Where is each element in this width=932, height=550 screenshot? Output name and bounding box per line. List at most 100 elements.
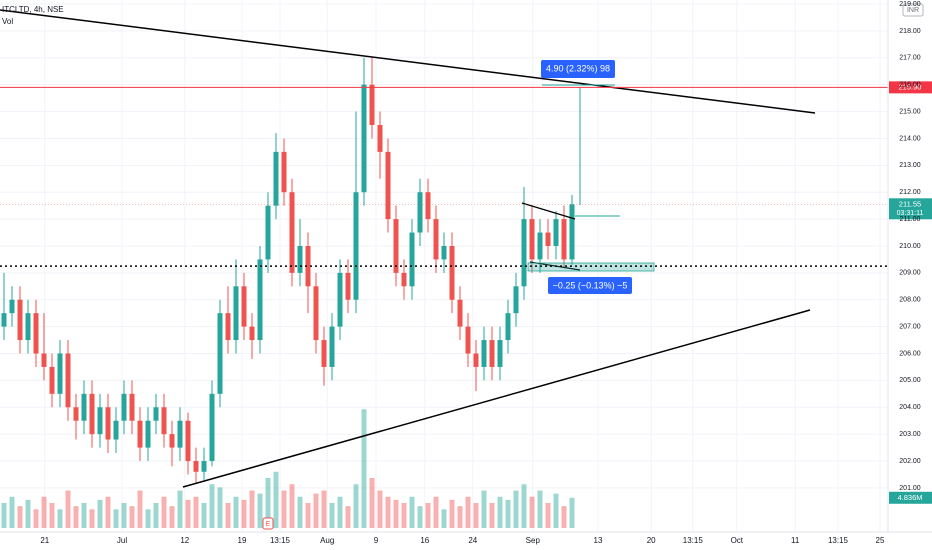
- volume-bar: [33, 509, 39, 528]
- y-tick-label: 208.00: [899, 297, 921, 304]
- y-tick-label: 219.00: [899, 1, 921, 8]
- candle-body: [57, 353, 63, 394]
- x-tick-label: 19: [238, 536, 247, 545]
- candle-body: [257, 259, 263, 341]
- candle-body: [33, 313, 39, 354]
- candle-body: [489, 340, 495, 367]
- last-price-label: 211.55: [899, 199, 921, 208]
- volume-bar: [537, 490, 543, 528]
- volume-bar: [345, 506, 351, 528]
- overlay: 215.90 211.55 03:31:11 4.836M: [0, 81, 932, 504]
- x-tick-label: 13:15: [683, 536, 704, 545]
- candle-body: [393, 219, 399, 273]
- volume-bar: [113, 509, 119, 528]
- volume-bar: [169, 506, 175, 528]
- chart-title: ITCLTD, 4h, NSE: [2, 5, 64, 14]
- candle-body: [17, 299, 23, 341]
- candle-body: [345, 272, 351, 300]
- event-box[interactable]: [262, 517, 274, 530]
- volume-bar: [377, 490, 383, 528]
- volume-bar: [97, 499, 103, 528]
- candle-body: [569, 204, 575, 260]
- volume-bar: [193, 496, 199, 528]
- x-tick-label: 11: [791, 536, 800, 545]
- volume-bar: [65, 490, 71, 528]
- volume-bar: [17, 506, 23, 528]
- candle-body: [105, 407, 111, 440]
- volume-bar: [545, 503, 551, 528]
- volume-bar: [233, 496, 239, 528]
- candle-body: [225, 313, 231, 341]
- volume-bar: [329, 503, 335, 528]
- candle-body: [385, 151, 391, 220]
- y-tick-label: 212.00: [899, 189, 921, 196]
- volume-bar: [73, 506, 79, 528]
- y-tick-label: 207.00: [899, 323, 921, 330]
- candle-body: [337, 272, 343, 327]
- candle-body: [25, 313, 31, 341]
- x-tick-label: 12: [180, 536, 189, 545]
- y-tick-label: 218.00: [899, 28, 921, 35]
- volume-bar: [161, 496, 167, 528]
- y-tick-label: 210.00: [899, 243, 921, 250]
- candle-body: [113, 420, 119, 440]
- trendline: [182, 309, 811, 488]
- volume-bar: [137, 490, 143, 528]
- y-tick-label: 214.00: [899, 135, 921, 142]
- candle-body: [313, 286, 319, 341]
- y-tick-label: 202.00: [899, 458, 921, 465]
- volume-bar: [449, 499, 455, 528]
- volume: [1, 409, 575, 528]
- volume-bar: [153, 503, 159, 528]
- measure-box: [527, 262, 655, 272]
- candle-body: [481, 340, 487, 367]
- candle-body: [65, 353, 71, 408]
- x-tick-label: Oct: [731, 536, 744, 545]
- volume-bar: [121, 503, 127, 528]
- annotation-box: [541, 60, 615, 78]
- candle-body: [321, 340, 327, 367]
- annotation: 4.90 (2.32%) 98: [546, 63, 610, 73]
- candle-body: [281, 151, 287, 193]
- volume-bar: [425, 503, 431, 528]
- volume-bar: [201, 503, 207, 528]
- volume-bar: [497, 496, 503, 528]
- candle-body: [465, 326, 471, 354]
- y-tick-label: 204.00: [899, 404, 921, 411]
- candle-body: [97, 407, 103, 435]
- y-tick-label: 206.00: [899, 350, 921, 357]
- volume-bar: [433, 496, 439, 528]
- candle-body: [449, 245, 455, 300]
- volume-bar: [241, 499, 247, 528]
- volume-bar: [81, 503, 87, 528]
- trendline: [521, 202, 576, 220]
- grid: [0, 0, 888, 532]
- candle-body: [537, 232, 543, 260]
- candle-body: [241, 286, 247, 327]
- volume-bar: [249, 490, 255, 528]
- annotation: −0.25 (−0.13%) −5: [553, 280, 628, 290]
- currency-box[interactable]: [902, 3, 924, 17]
- volume-bar: [297, 496, 303, 528]
- candle-body: [265, 205, 271, 260]
- candle-body: [249, 326, 255, 341]
- candle-body: [521, 219, 527, 287]
- candle-body: [473, 353, 479, 367]
- candle-body: [409, 232, 415, 287]
- volume-label-box: [889, 491, 932, 504]
- x-tick-label: Jul: [117, 536, 127, 545]
- volume-bar: [529, 496, 535, 528]
- volume-bar: [553, 493, 559, 528]
- candles: [1, 57, 575, 483]
- trendline: [0, 9, 816, 114]
- y-tick-label: 217.00: [899, 55, 921, 62]
- volume-bar: [513, 490, 519, 528]
- event-marker: E: [266, 521, 271, 528]
- y-tick-label: 216.00: [899, 82, 921, 89]
- volume-bar: [401, 503, 407, 528]
- candle-body: [41, 353, 47, 367]
- volume-bar: [417, 506, 423, 528]
- volume-bar: [489, 503, 495, 528]
- candle-body: [201, 461, 207, 472]
